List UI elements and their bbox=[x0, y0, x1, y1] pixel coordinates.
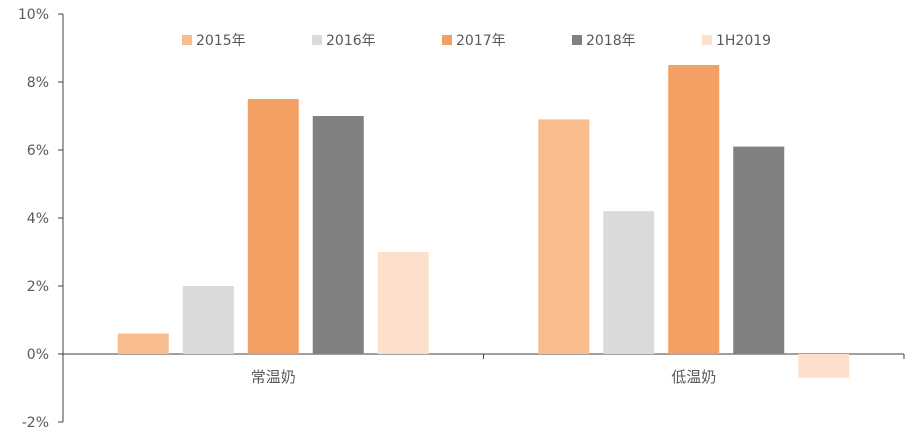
legend-item: 2016年 bbox=[312, 33, 376, 49]
legend-item: 2017年 bbox=[442, 33, 506, 49]
y-axis: -2% 0% 2% 4% 6% 8% 10% bbox=[18, 7, 64, 431]
bars bbox=[117, 65, 850, 378]
y-tick-label: 4% bbox=[27, 211, 49, 227]
legend-item: 2018年 bbox=[572, 33, 636, 49]
legend-swatch bbox=[702, 35, 712, 45]
bar-2015年-常温奶 bbox=[117, 333, 169, 354]
x-axis: 常温奶 低温奶 bbox=[62, 353, 905, 386]
bar-2016年-常温奶 bbox=[182, 286, 234, 354]
legend: 2015年 2016年 2017年 2018年 1H2019 bbox=[182, 33, 771, 49]
legend-swatch bbox=[572, 35, 582, 45]
legend-swatch bbox=[442, 35, 452, 45]
bar-2016年-低温奶 bbox=[603, 211, 655, 354]
legend-label: 2016年 bbox=[326, 33, 376, 49]
bar-2017年-低温奶 bbox=[668, 65, 720, 354]
bar-2017年-常温奶 bbox=[247, 99, 299, 354]
legend-item: 2015年 bbox=[182, 33, 246, 49]
legend-label: 2018年 bbox=[586, 33, 636, 49]
y-tick-label: 10% bbox=[18, 7, 49, 23]
x-category-label: 低温奶 bbox=[671, 368, 716, 386]
legend-item: 1H2019 bbox=[702, 33, 771, 49]
legend-swatch bbox=[182, 35, 192, 45]
y-tick-label: -2% bbox=[22, 415, 49, 431]
legend-label: 2017年 bbox=[456, 33, 506, 49]
y-tick-label: 8% bbox=[27, 75, 49, 91]
legend-label: 2015年 bbox=[196, 33, 246, 49]
bar-2018年-常温奶 bbox=[312, 116, 364, 354]
y-tick-label: 6% bbox=[27, 143, 49, 159]
x-category-label: 常温奶 bbox=[251, 368, 296, 386]
bar-1H2019-低温奶 bbox=[798, 354, 850, 378]
bar-1H2019-常温奶 bbox=[377, 252, 429, 354]
legend-swatch bbox=[312, 35, 322, 45]
y-tick-label: 0% bbox=[27, 347, 49, 363]
bar-2018年-低温奶 bbox=[733, 146, 785, 354]
legend-label: 1H2019 bbox=[716, 33, 771, 49]
bar-2015年-低温奶 bbox=[538, 119, 590, 355]
y-tick-label: 2% bbox=[27, 279, 49, 295]
